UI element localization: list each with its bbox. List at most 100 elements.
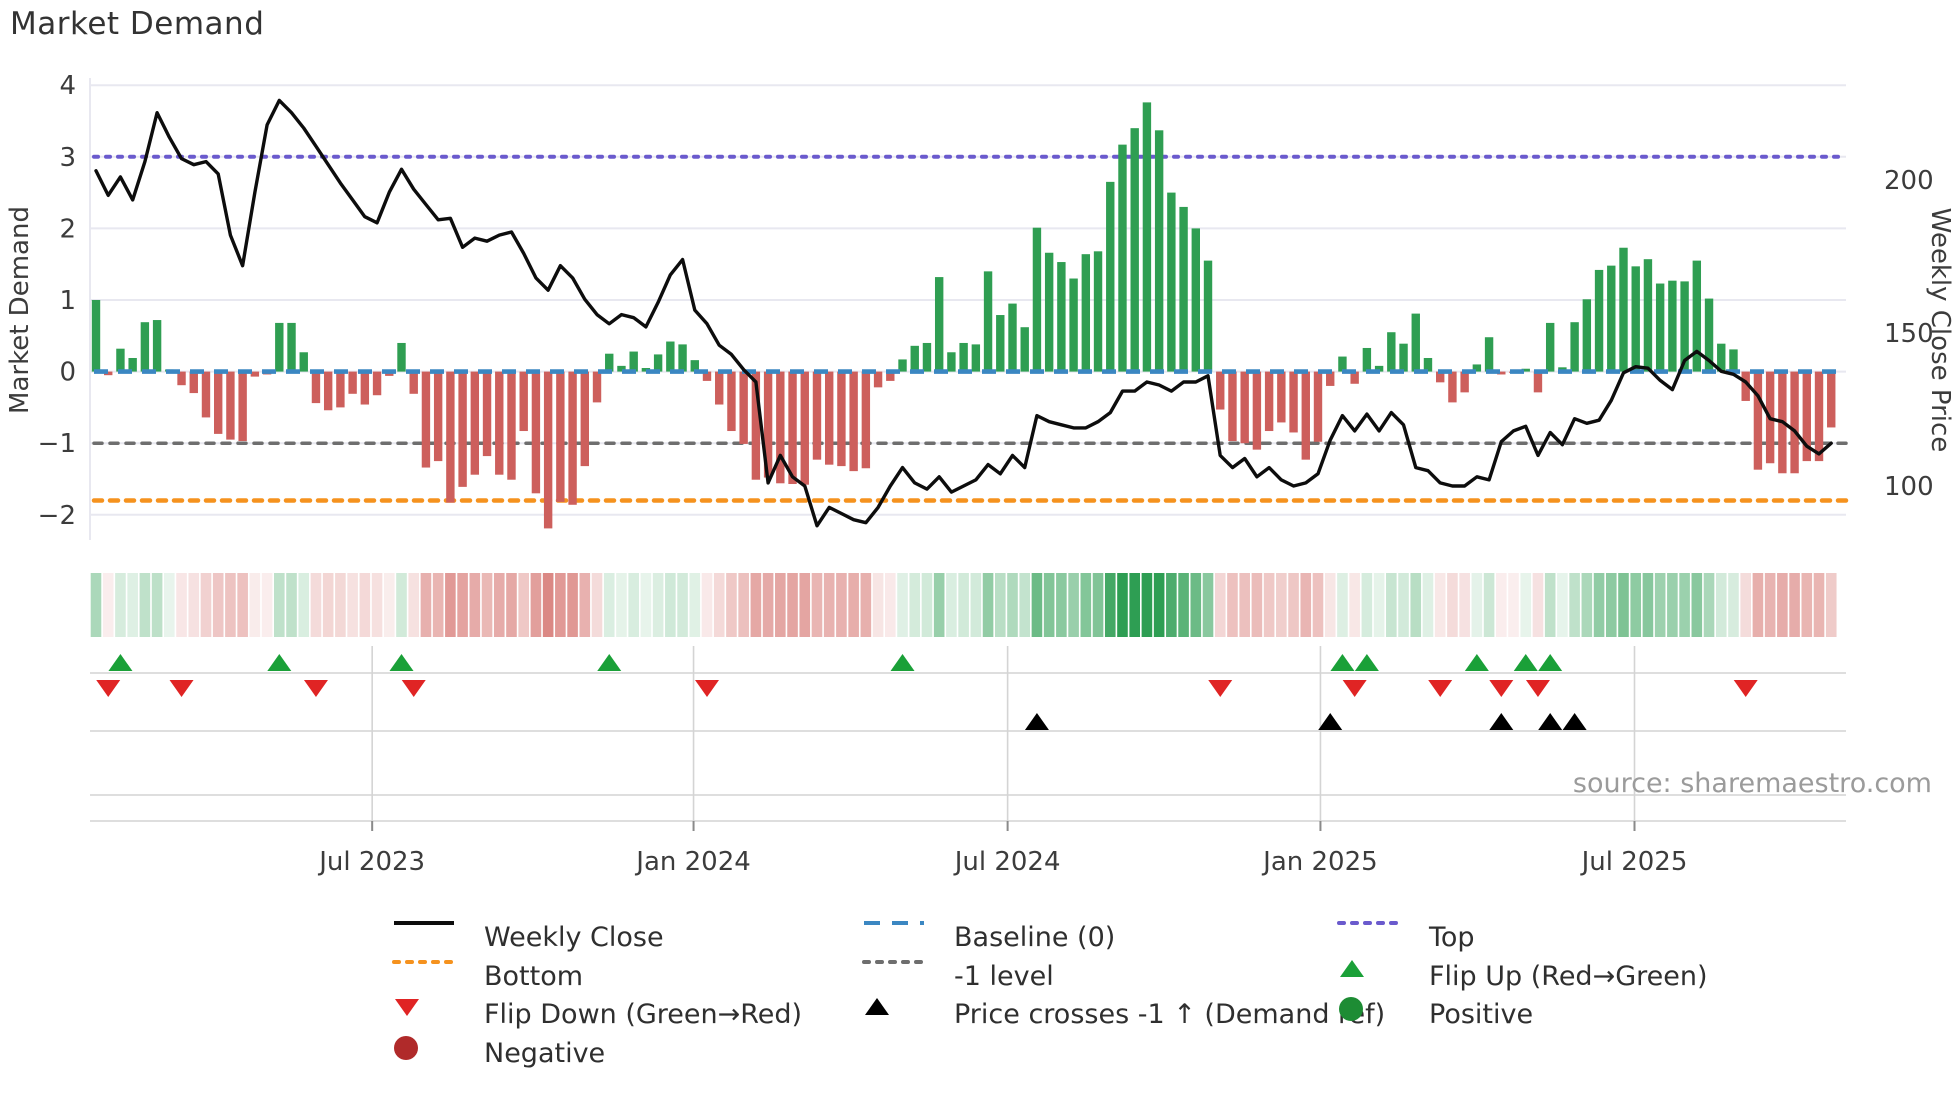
heatmap-cell <box>1764 573 1776 637</box>
heatmap-cell <box>249 573 261 637</box>
heatmap-cell <box>1703 573 1715 637</box>
demand-bar <box>1301 371 1310 460</box>
heatmap-cell <box>1618 573 1629 637</box>
heatmap-cell <box>469 573 481 637</box>
demand-bar <box>495 371 504 475</box>
demand-bar <box>1460 371 1469 393</box>
legend-item-price-crosses-1-demand-ref-: Price crosses -1 ↑ (Demand ref) <box>862 995 1385 1034</box>
demand-bar <box>1607 265 1616 372</box>
heatmap-cell <box>799 573 811 637</box>
heatmap-cell <box>1825 573 1837 637</box>
demand-bar <box>556 371 565 502</box>
flip-down-marker <box>1733 680 1758 697</box>
heatmap-cell <box>1532 573 1544 637</box>
chart-title: Market Demand <box>10 6 265 42</box>
demand-bar <box>666 341 675 372</box>
heatmap-cell <box>1056 573 1067 637</box>
demand-bar <box>702 371 712 381</box>
demand-bar <box>1827 371 1836 428</box>
demand-bar <box>421 371 431 468</box>
heatmap-cell <box>1104 573 1116 637</box>
demand-bar <box>238 371 247 442</box>
x-tick-label: Jan 2024 <box>634 847 751 877</box>
legend-label: -1 level <box>954 960 1054 992</box>
demand-bar <box>201 371 211 418</box>
heatmap-cell <box>1227 573 1238 637</box>
demand-bar <box>507 371 516 480</box>
heatmap-cell <box>188 573 200 637</box>
demand-bar <box>617 365 626 372</box>
heatmap-cell <box>420 573 432 637</box>
heatmap-cell <box>823 573 835 637</box>
heatmap-cell <box>909 573 921 637</box>
right-tick-200: 200 <box>1884 166 1934 196</box>
demand-bar <box>1411 313 1420 372</box>
heatmap-cell <box>946 573 957 637</box>
heatmap-cell <box>762 573 774 637</box>
heatmap-cell <box>164 573 175 637</box>
demand-bar <box>214 371 223 434</box>
market-demand-chart: 4 3 2 1 0 −1 −2 200 150 100 Jul 2023 Jan 2024 Jul 20… <box>38 71 1934 877</box>
demand-bar <box>1106 181 1115 372</box>
heatmap-cell <box>1373 573 1385 637</box>
demand-bar <box>1142 102 1152 372</box>
demand-bar <box>580 371 589 467</box>
heatmap-cell <box>1166 573 1177 637</box>
demand-bar <box>104 371 113 376</box>
source-attribution: source: sharemaestro.com <box>1572 768 1932 799</box>
heatmap-cell <box>1679 573 1690 637</box>
left-tick--1: −1 <box>38 429 76 459</box>
heatmap-cell <box>506 573 517 637</box>
flip-down-marker <box>695 680 719 697</box>
demand-bar <box>1154 130 1164 372</box>
heatmap-cell <box>567 573 578 637</box>
heatmap-cell <box>115 573 126 637</box>
heatmap-cell <box>1092 573 1104 637</box>
demand-bar <box>751 371 761 480</box>
flip-down-marker <box>303 680 328 697</box>
demand-bar <box>934 277 944 372</box>
heatmap-cell <box>1080 573 1092 637</box>
price-cross-marker <box>1489 713 1514 730</box>
demand-bar <box>849 371 858 472</box>
heatmap-cell <box>322 573 334 637</box>
demand-bar <box>1362 347 1372 372</box>
heatmap-cell <box>1752 573 1764 637</box>
heatmap-cell <box>1068 573 1079 637</box>
left-tick--2: −2 <box>38 501 76 531</box>
heatmap-cell <box>274 573 285 637</box>
demand-bar <box>1643 259 1653 372</box>
demand-bar <box>1631 266 1640 372</box>
legend-label: Top <box>1429 922 1475 953</box>
heatmap-cell <box>102 573 114 637</box>
heatmap-cell <box>921 573 933 637</box>
demand-bar <box>531 371 541 494</box>
heatmap-cell <box>750 573 762 637</box>
demand-bar <box>1032 227 1042 372</box>
heatmap-cell <box>970 573 982 637</box>
flip-up-marker <box>1330 654 1355 671</box>
heatmap-cell <box>933 573 945 637</box>
heatmap-cell <box>579 573 591 637</box>
demand-bar <box>715 371 724 405</box>
demand-bar <box>605 353 614 372</box>
demand-bar <box>1594 269 1604 372</box>
heatmap-cell <box>1129 573 1140 637</box>
heatmap-cell <box>1789 573 1800 637</box>
left-tick-1: 1 <box>59 286 76 316</box>
demand-bar <box>1484 337 1494 372</box>
legend-item-flip-up-red-green-: Flip Up (Red→Green) <box>1337 957 1708 996</box>
demand-bar <box>360 371 370 405</box>
demand-bar <box>1228 371 1237 442</box>
heatmap-cell <box>1141 573 1153 637</box>
legend-item-bottom: Bottom <box>392 957 583 996</box>
demand-bar <box>1179 206 1188 372</box>
demand-bar <box>177 371 186 386</box>
heatmap-cell <box>1496 573 1507 637</box>
legend-label: Positive <box>1429 999 1534 1031</box>
heatmap-cell <box>1410 573 1422 637</box>
x-tick-label: Jul 2025 <box>1580 847 1688 877</box>
demand-bar <box>1802 371 1811 462</box>
heatmap-cell <box>371 573 383 637</box>
heatmap-cell <box>713 573 725 637</box>
